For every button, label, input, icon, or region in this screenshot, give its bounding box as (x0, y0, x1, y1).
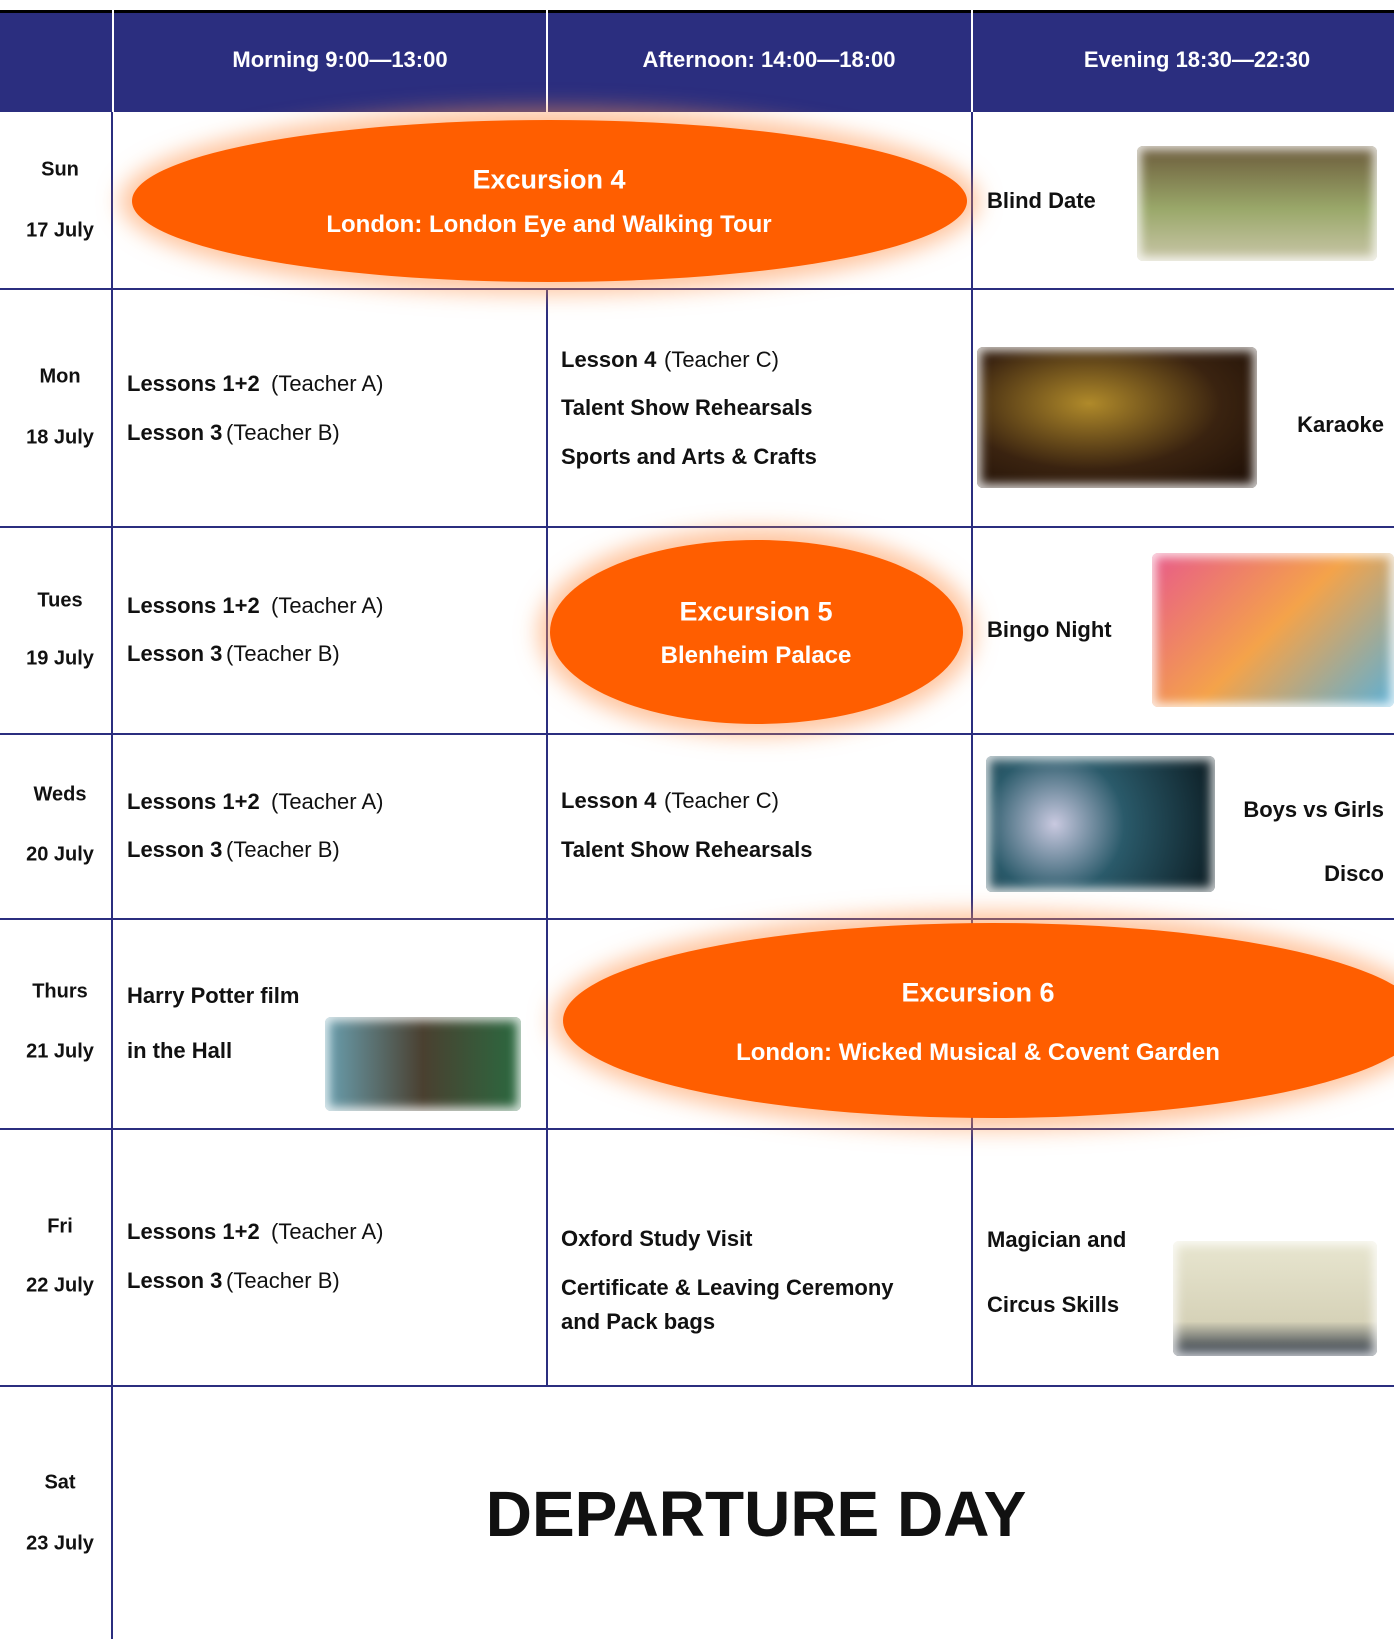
excursion-bubble (132, 120, 967, 282)
text: Talent Show Rehearsals (561, 395, 813, 420)
text: (Teacher B) (226, 837, 340, 862)
text: Excursion 4 (472, 164, 626, 195)
text: 21 July (26, 1040, 94, 1063)
excursion-bubble (550, 540, 963, 724)
text: Lesson 3 (127, 837, 223, 862)
text: Bingo Night (987, 617, 1112, 642)
row-line (0, 1128, 1394, 1130)
magician-photo (1173, 1241, 1377, 1356)
text: (Teacher C) (664, 788, 779, 813)
text: 20 July (26, 843, 94, 866)
column-line (971, 112, 973, 1385)
day-column-line (111, 112, 113, 1639)
text: (Teacher A) (271, 1219, 384, 1244)
film-strip (325, 1017, 521, 1111)
text: Fri (47, 1215, 73, 1238)
text: Lesson 3 (127, 420, 223, 445)
text: Excursion 5 (679, 596, 833, 627)
text: Lesson 3 (127, 1268, 223, 1293)
text: (Teacher A) (271, 371, 384, 396)
column-line (546, 288, 548, 1385)
text: Lesson 4 (561, 788, 657, 813)
text: Oxford Study Visit (561, 1226, 753, 1251)
text: in the Hall (127, 1038, 233, 1063)
text: Sports and Arts & Crafts (561, 444, 817, 469)
text: (Teacher A) (271, 593, 384, 618)
text: London: London Eye and Walking Tour (326, 211, 772, 238)
text: Morning 9:00—13:00 (232, 47, 448, 72)
text: Sat (44, 1471, 76, 1494)
header-bar (0, 10, 1394, 112)
header-divider (112, 10, 114, 112)
disco-photo (986, 756, 1215, 892)
excursion-bubble (563, 923, 1394, 1118)
text: 22 July (26, 1274, 94, 1297)
text: (Teacher B) (226, 420, 340, 445)
row-line (0, 918, 1394, 920)
text: Talent Show Rehearsals (561, 837, 813, 862)
text: Disco (1324, 861, 1384, 886)
header-divider (971, 10, 973, 112)
text: Certificate & Leaving Ceremony (561, 1275, 894, 1300)
text: Afternoon: 14:00—18:00 (642, 47, 896, 72)
text: Lessons 1+2 (127, 371, 260, 396)
text: Blenheim Palace (660, 642, 852, 669)
text: Evening 18:30—22:30 (1083, 47, 1311, 72)
text: Weds (33, 783, 87, 806)
text: Karaoke (1297, 412, 1384, 437)
bingo-photo (1152, 553, 1394, 707)
header-divider (546, 10, 548, 112)
text: 23 July (26, 1532, 94, 1555)
text: Sun (41, 158, 79, 181)
text: (Teacher C) (664, 347, 779, 372)
text: (Teacher B) (226, 1268, 340, 1293)
text: Excursion 6 (901, 977, 1055, 1008)
blind-date-photo (1137, 146, 1377, 261)
text: (Teacher B) (226, 641, 340, 666)
text: Lesson 4 (561, 347, 657, 372)
text: 18 July (26, 426, 94, 449)
row-line (0, 288, 1394, 290)
text: Lessons 1+2 (127, 593, 260, 618)
text: London: Wicked Musical & Covent Garden (736, 1039, 1220, 1066)
text: and Pack bags (561, 1309, 716, 1334)
text: DEPARTURE DAY (485, 1478, 1027, 1550)
row-line (0, 1385, 1394, 1387)
karaoke-photo (977, 347, 1257, 488)
row-line (0, 733, 1394, 735)
text: Boys vs Girls (1243, 797, 1384, 822)
text: 17 July (26, 219, 94, 242)
text: Tues (37, 589, 83, 612)
text: Magician and (987, 1227, 1127, 1252)
text: Thurs (32, 980, 88, 1003)
text: Lessons 1+2 (127, 1219, 260, 1244)
text: Mon (39, 365, 81, 388)
text: Lesson 3 (127, 641, 223, 666)
text: Blind Date (987, 188, 1096, 213)
text: Harry Potter film (127, 983, 300, 1008)
row-line (0, 526, 1394, 528)
text: Circus Skills (987, 1292, 1120, 1317)
text: (Teacher A) (271, 789, 384, 814)
text: Lessons 1+2 (127, 789, 260, 814)
text: 19 July (26, 647, 94, 670)
